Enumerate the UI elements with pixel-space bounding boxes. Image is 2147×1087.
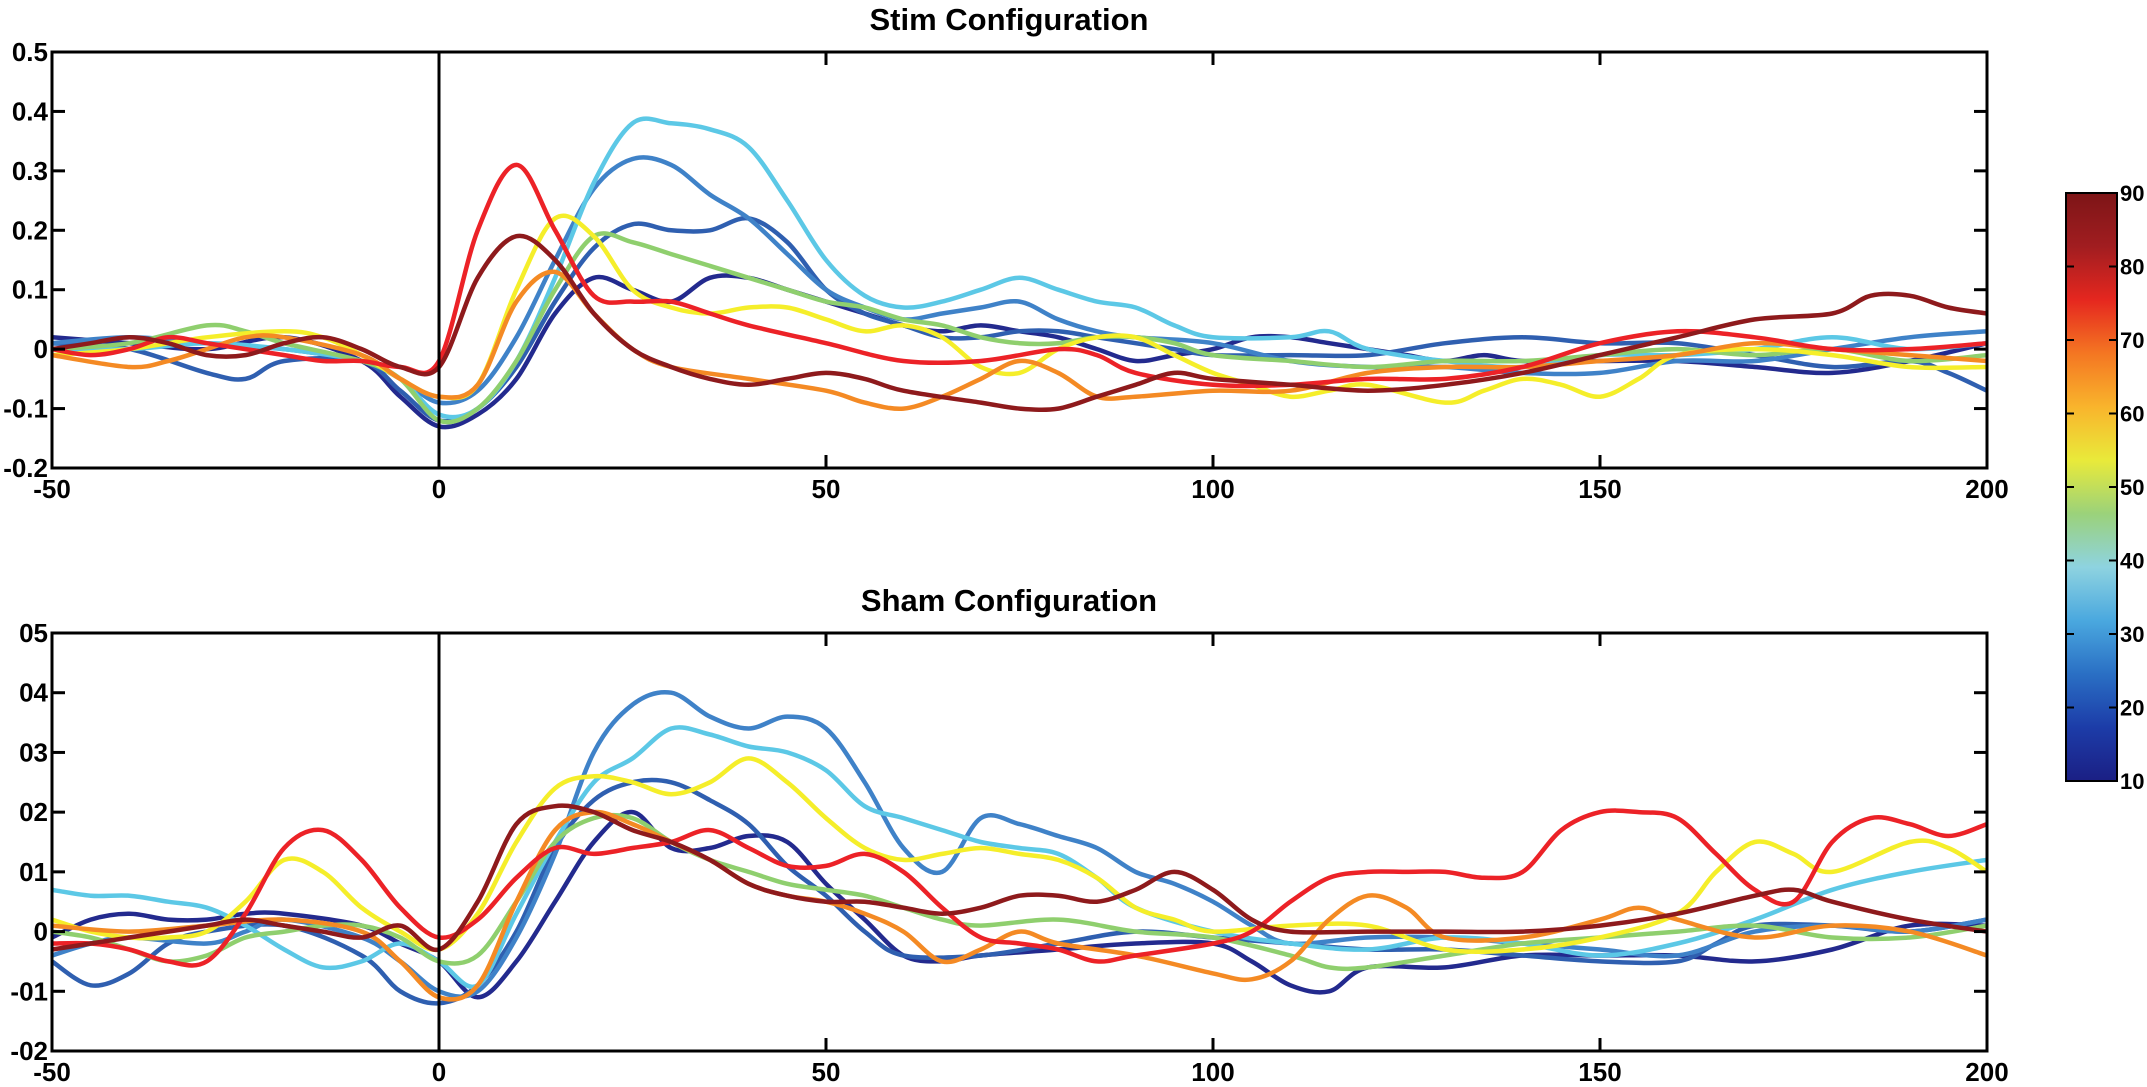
colorbar-gradient [2065,192,2118,782]
colorbar: 10 20 30 40 50 60 70 80 90 [2065,181,2144,794]
colorbar-tick-label: 80 [2120,255,2144,280]
stim-axes-box [50,50,1989,470]
colorbar-tick-label: 60 [2120,402,2144,427]
sham-axes: -50 0 50 100 150 200 -02 -01 0 01 02 03 04 05 [10,618,2008,1087]
sham-xtick-label: 200 [1965,1057,2008,1087]
stim-ytick-label: 0.5 [12,37,48,67]
sham-ytick-label: 03 [19,737,48,767]
sham-ytick-label: 0 [34,917,48,947]
sham-ytick-label: -01 [10,976,48,1006]
stim-xtick-label: 100 [1191,474,1234,504]
sham-xtick-label: 50 [812,1057,841,1087]
colorbar-tick-label: 40 [2120,549,2144,574]
sham-ytick-label: 02 [19,797,48,827]
stim-series-line-60 [52,213,1987,405]
sham-xtick-label: 0 [432,1057,446,1087]
stim-series [52,116,1987,430]
stim-ytick-label: 0.2 [12,215,48,245]
stim-series-line-30 [52,155,1987,406]
sham-xtick-label: -50 [33,1057,71,1087]
sham-xtick-label: 100 [1191,1057,1234,1087]
stim-ytick-label: -0.2 [3,453,48,483]
stim-xtick-label: 50 [812,474,841,504]
stim-axes: -50 0 50 100 150 200 -0.2 -0.1 0 0.1 0.2 0.3 0.4 0.5 [3,37,2009,504]
sham-series-line-70 [52,809,1987,1002]
sham-axes-box [50,631,1989,1053]
stim-xtick-label: 0 [432,474,446,504]
sham-panel: Sham Configuration -50 0 50 100 150 200-02-01… [10,583,2008,1087]
stim-ytick-label: 0.1 [12,275,48,305]
stim-series-line-20 [52,216,1987,424]
stim-series-line-90 [52,233,1987,412]
stim-ytick-label: -0.1 [3,394,48,424]
colorbar-tick-label: 10 [2120,769,2144,794]
stim-xtick-label: 200 [1965,474,2008,504]
stim-xtick-label: -50 [33,474,71,504]
colorbar-tick-label: 30 [2120,622,2144,647]
sham-ytick-label: 05 [19,618,48,648]
colorbar-tick-label: 70 [2120,328,2144,353]
colorbar-tick-label: 90 [2120,181,2144,206]
sham-series [52,689,1987,1006]
sham-ytick-label: 04 [19,678,48,708]
stim-series-line-80 [52,162,1987,389]
sham-series-line-80 [52,808,1987,968]
sham-series-line-20 [52,777,1987,1006]
stim-ytick-label: 0.4 [12,96,49,126]
stim-panel: Stim Configuration -50 0 50 100 150 200 -0.2 -0… [3,2,2009,504]
sham-ytick-label: 01 [19,857,48,887]
colorbar-tick-label: 50 [2120,475,2144,500]
colorbar-tick-label: 20 [2120,696,2144,721]
sham-xtick-label: 150 [1578,1057,1621,1087]
stim-ytick-label: 0.3 [12,156,48,186]
stim-xtick-label: 150 [1578,474,1621,504]
sham-title: Sham Configuration [861,583,1157,618]
stim-series-line-50 [52,231,1987,425]
stim-title: Stim Configuration [870,2,1149,37]
sham-series-line-90 [52,803,1987,952]
colorbar-ticks: 10 20 30 40 50 60 70 80 90 [2066,181,2144,794]
stim-ytick-label: 0 [34,334,48,364]
sham-ytick-label: -02 [10,1036,48,1066]
